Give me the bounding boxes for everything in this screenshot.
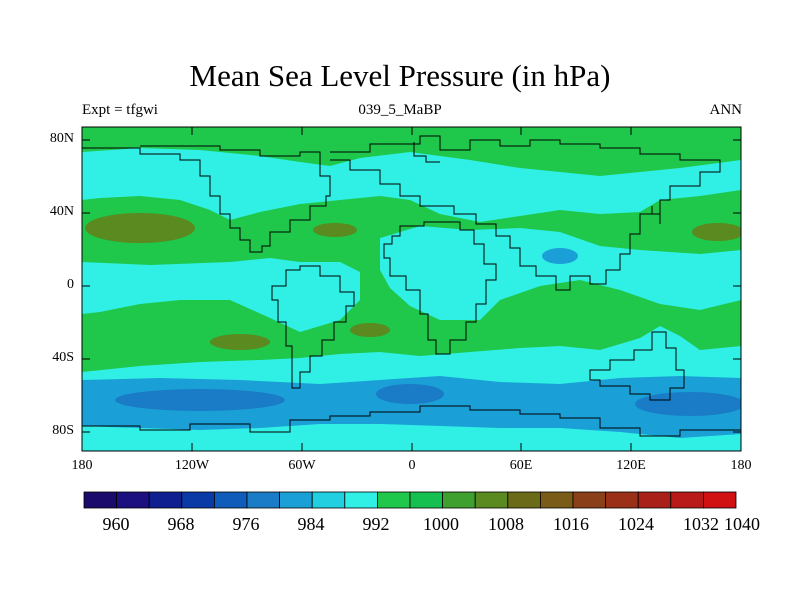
x-tick-180e: 180 xyxy=(730,458,752,473)
colorbar-swatch xyxy=(605,491,639,509)
blue-low-asia xyxy=(542,248,578,264)
colorbar-swatch xyxy=(148,491,183,509)
colorbar-label: 992 xyxy=(362,514,390,534)
coast-eurasia xyxy=(330,135,721,291)
olive-high-pacific xyxy=(85,213,195,243)
coast-north-america xyxy=(82,145,331,253)
colorbar-swatch xyxy=(344,491,378,509)
colorbar-label: 1000 xyxy=(423,514,459,534)
x-tick-120e: 120E xyxy=(616,458,646,473)
olive-high-atlantic xyxy=(313,223,357,237)
contour-field xyxy=(60,127,741,451)
colorbar-swatch xyxy=(507,491,541,509)
colorbar-swatch xyxy=(409,491,443,509)
colorbar-swatch xyxy=(474,491,509,509)
colorbar-swatch xyxy=(540,491,574,509)
blue-low-atlantic xyxy=(376,384,444,404)
coast-japan xyxy=(651,206,661,224)
season-label: ANN xyxy=(709,102,743,118)
colorbar-label: 976 xyxy=(232,514,260,534)
colorbar-swatch xyxy=(703,491,737,509)
cyan-africa-indian xyxy=(380,226,741,320)
x-tick-60w: 60W xyxy=(288,458,316,473)
colorbar-swatch xyxy=(311,491,346,509)
colorbar-swatch xyxy=(279,491,313,509)
colorbar-label: 1016 xyxy=(553,514,589,534)
blue-low-pacific xyxy=(115,389,285,411)
colorbar-swatch xyxy=(181,491,215,509)
x-tick-180w: 180 xyxy=(71,458,93,473)
colorbar-label: 984 xyxy=(297,514,325,534)
x-tick-0: 0 xyxy=(408,458,416,473)
colorbar-swatch xyxy=(442,491,476,509)
period-label: 039_5_MaBP xyxy=(358,102,442,118)
x-tick-120w: 120W xyxy=(174,458,210,473)
x-axis-ticks xyxy=(81,127,742,451)
map-title: Mean Sea Level Pressure (in hPa) xyxy=(189,58,611,93)
cyan-north-pacific xyxy=(60,150,82,200)
colorbar-swatch xyxy=(116,491,150,509)
coast-greenland xyxy=(413,142,440,163)
olive-high-spac xyxy=(210,334,270,350)
experiment-label: Expt = tfgwi xyxy=(82,102,158,118)
coastlines xyxy=(82,135,741,437)
coast-antarctica xyxy=(82,405,741,437)
y-axis-ticks xyxy=(82,139,741,433)
x-tick-60e: 60E xyxy=(509,458,533,473)
coast-africa xyxy=(383,221,497,355)
cyan-north-band xyxy=(82,148,741,222)
cyan-tropical-band xyxy=(82,258,360,332)
colorbar-label: 968 xyxy=(167,514,195,534)
colorbar xyxy=(83,491,737,509)
y-tick-40n: 40N xyxy=(49,204,74,219)
colorbar-label: 1032 xyxy=(683,514,719,534)
colorbar-swatch xyxy=(637,491,672,509)
green-arctic-cap xyxy=(82,127,741,152)
y-tick-0: 0 xyxy=(67,277,74,292)
y-tick-80s: 80S xyxy=(52,423,74,438)
colorbar-label: 1008 xyxy=(488,514,524,534)
y-tick-80n: 80N xyxy=(49,131,74,146)
coast-australia xyxy=(589,331,685,401)
blue-low-indian xyxy=(635,392,741,416)
olive-high-east xyxy=(692,223,741,241)
colorbar-swatch xyxy=(670,491,704,509)
colorbar-swatch xyxy=(246,491,280,509)
colorbar-label: 960 xyxy=(102,514,130,534)
colorbar-label: 1024 xyxy=(618,514,654,534)
colorbar-swatch xyxy=(376,491,411,509)
coast-south-america xyxy=(271,265,355,389)
colorbar-label: 1040 xyxy=(724,514,760,534)
colorbar-swatch xyxy=(83,491,117,509)
y-tick-40s: 40S xyxy=(52,350,74,365)
colorbar-swatch xyxy=(572,491,606,509)
olive-high-satl xyxy=(350,323,390,337)
colorbar-swatch xyxy=(213,491,248,509)
